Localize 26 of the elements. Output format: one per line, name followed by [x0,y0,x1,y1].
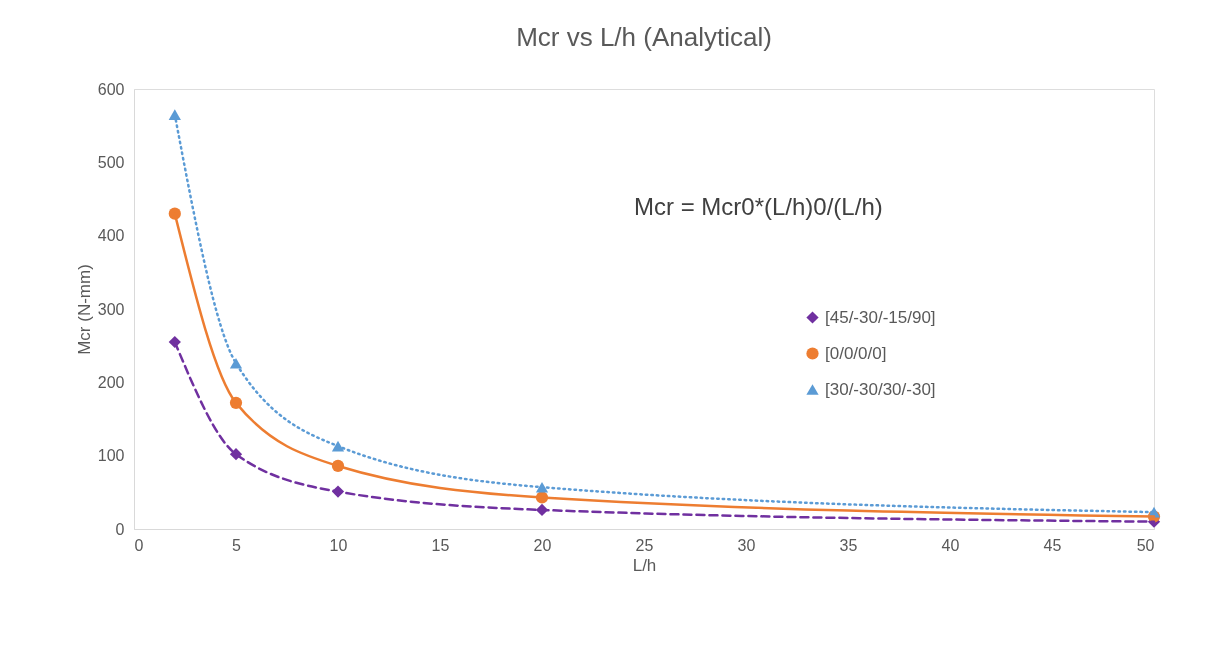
y-tick-label: 200 [97,373,125,391]
annotation: Mcr = Mcr0*(L/h)0/(L/h) [634,192,883,220]
x-tick-label: 50 [1136,536,1155,554]
x-tick-label: 5 [232,536,242,554]
legend-label: [30/-30/30/-30] [825,379,936,399]
y-tick-label: 400 [97,227,125,245]
y-axis-title: Mcr (N-mm) [74,264,94,355]
legend-label: [45/-30/-15/90] [825,307,936,327]
y-tick-label: 0 [115,520,125,538]
x-tick-label: 15 [431,536,450,554]
y-tick-label: 100 [97,447,125,465]
x-tick-label: 10 [329,536,348,554]
x-tick-label: 40 [941,536,960,554]
y-tick-label: 500 [97,153,125,171]
x-axis-title: L/h [632,555,657,575]
y-tick-label: 600 [97,80,125,98]
x-tick-label: 30 [737,536,756,554]
x-tick-label: 20 [533,536,552,554]
point [535,481,549,493]
legend-label: [0/0/0/0] [825,343,887,363]
x-tick-label: 25 [635,536,654,554]
x-tick-label: 0 [134,536,144,554]
x-tick-label: 35 [839,536,858,554]
chart-title: Mcr vs L/h (Analytical) [516,22,772,52]
x-tick-label: 45 [1043,536,1062,554]
y-tick-label: 300 [97,300,125,318]
